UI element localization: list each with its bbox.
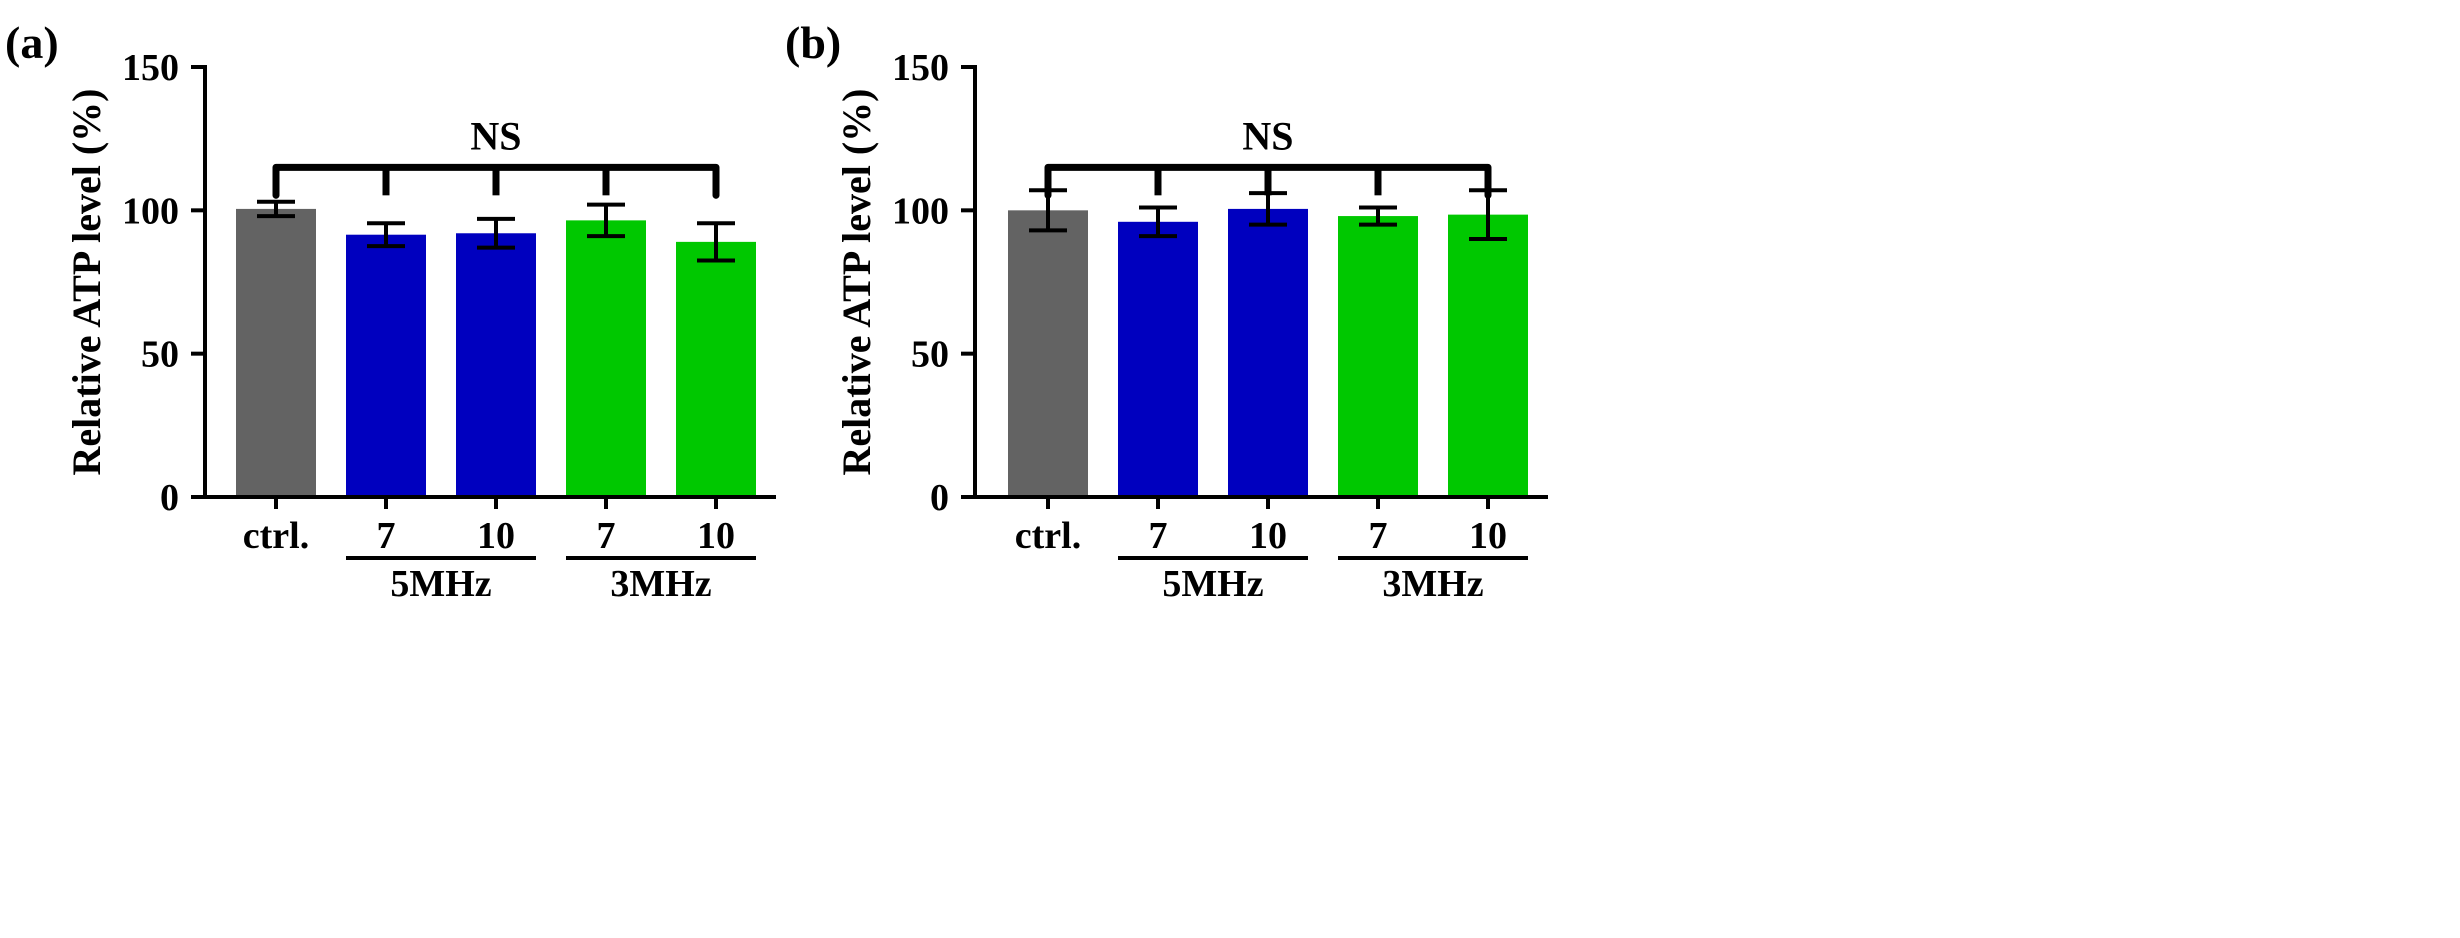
panel-b-chart: (b) Relative ATP level (%) 0 50 100 150 ctrl. 7… (785, 17, 1548, 605)
bar (566, 220, 646, 497)
y-tick-label: 50 (141, 334, 179, 376)
bar (1448, 214, 1528, 497)
group-label: 5MHz (390, 563, 491, 605)
y-tick-label: 50 (911, 334, 949, 376)
x-tick-label: 10 (1469, 515, 1507, 557)
group-label: 5MHz (1162, 563, 1263, 605)
x-tick-label: 10 (477, 515, 515, 557)
bar (236, 208, 316, 497)
y-tick-label: 150 (122, 47, 179, 89)
x-tick-label: ctrl. (243, 515, 309, 557)
bar (1008, 210, 1088, 498)
group-label: 3MHz (610, 563, 711, 605)
bar (1338, 216, 1418, 498)
bar (346, 234, 426, 497)
significance-bracket (272, 163, 720, 199)
panel-a-chart: (a)Relative ATP level (%) 0 50 100 150 ctrl. 7… (5, 17, 776, 605)
bar (1118, 221, 1198, 498)
significance-bracket (1044, 163, 1492, 199)
x-tick-label: 7 (1149, 515, 1168, 557)
bar (1228, 208, 1308, 497)
y-tick-label: 100 (122, 190, 179, 232)
bar (676, 241, 756, 497)
bar (456, 233, 536, 497)
group-label: 3MHz (1382, 563, 1483, 605)
x-tick-label: 7 (597, 515, 616, 557)
x-tick-label: 10 (1249, 515, 1287, 557)
x-tick-label: 10 (697, 515, 735, 557)
x-tick-label: ctrl. (1015, 515, 1081, 557)
significance-label: NS (1242, 113, 1293, 158)
panel-label: (a) (5, 17, 59, 68)
y-tick-label: 100 (892, 190, 949, 232)
panel-label: (b) (785, 17, 841, 68)
y-axis-label: Relative ATP level (%) (834, 89, 879, 476)
y-tick-label: 150 (892, 47, 949, 89)
x-tick-label: 7 (1369, 515, 1388, 557)
x-tick-label: 7 (377, 515, 396, 557)
y-tick-label: 0 (160, 477, 179, 519)
y-tick-label: 0 (930, 477, 949, 519)
significance-label: NS (470, 113, 521, 158)
y-axis-label: Relative ATP level (%) (64, 89, 109, 476)
